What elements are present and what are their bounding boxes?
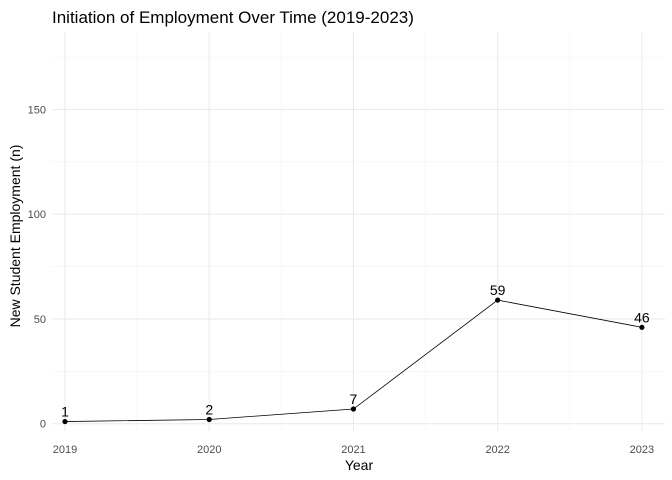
data-label: 7	[350, 391, 358, 407]
minor-grid	[52, 32, 665, 431]
chart-title: Initiation of Employment Over Time (2019…	[52, 8, 414, 27]
data-label: 1	[61, 404, 69, 420]
series-layer	[62, 297, 645, 425]
data-label: 59	[490, 282, 506, 298]
y-axis-title: New Student Employment (n)	[7, 145, 23, 328]
x-tick-label: 2019	[53, 444, 77, 456]
x-tick-label: 2022	[485, 444, 509, 456]
data-point	[62, 418, 68, 425]
tick-labels-layer: 0 50 100 150 2019 2020 2021 2022 2023	[28, 104, 655, 456]
x-axis-title: Year	[345, 457, 374, 473]
y-tick-label: 150	[28, 104, 46, 116]
y-tick-label: 50	[34, 314, 46, 326]
major-grid	[52, 32, 665, 431]
data-point	[639, 324, 645, 330]
y-tick-label: 0	[40, 419, 46, 431]
x-tick-label: 2020	[197, 444, 221, 456]
x-tick-label: 2023	[630, 444, 654, 456]
data-point	[350, 406, 357, 412]
data-label: 46	[634, 309, 650, 325]
data-labels-layer: 1 2 7 59 46	[61, 282, 650, 419]
data-label: 2	[205, 401, 213, 417]
data-point	[206, 416, 212, 423]
data-point	[495, 297, 501, 303]
x-tick-label: 2021	[341, 444, 365, 456]
y-tick-label: 100	[28, 209, 46, 221]
